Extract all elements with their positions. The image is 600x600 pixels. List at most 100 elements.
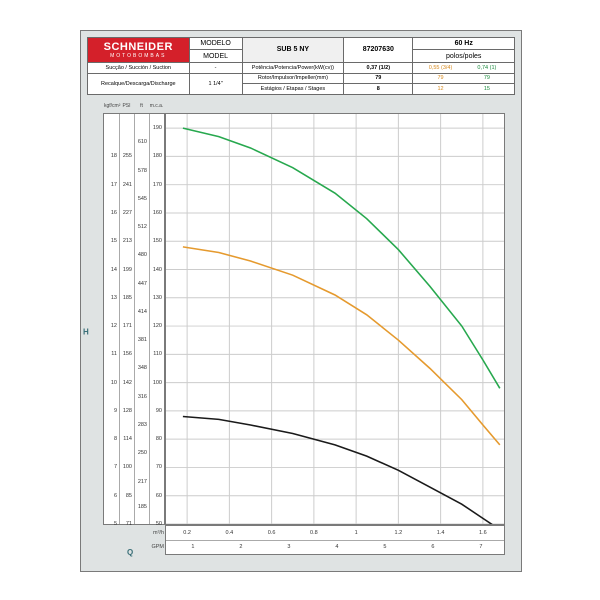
header-table: SCHNEIDER MOTOBOMBAS MODELO SUB 5 NY 872… [87, 37, 515, 95]
ytick: 610 [138, 139, 147, 145]
power-lbl: Potência/Potencia/Power(kW(cv)) [242, 62, 344, 73]
ytick: 71 [126, 521, 132, 527]
xtick: 1.2 [395, 530, 403, 536]
y-scale-m.c.a.: m.c.a. [149, 103, 164, 109]
brand-name: SCHNEIDER [104, 41, 173, 53]
ytick: 17 [111, 182, 117, 188]
ytick: 14 [111, 267, 117, 273]
xtick: 4 [335, 544, 338, 550]
ytick: 5 [114, 521, 117, 527]
ytick: 6 [114, 493, 117, 499]
xtick: 1.6 [479, 530, 487, 536]
ytick: 255 [123, 153, 132, 159]
ytick: 316 [138, 394, 147, 400]
stage: SCHNEIDER MOTOBOMBAS MODELO SUB 5 NY 872… [0, 0, 600, 600]
ytick: 447 [138, 281, 147, 287]
x-scale-GPM: GPM [136, 544, 164, 550]
ytick: 13 [111, 295, 117, 301]
ytick: 348 [138, 365, 147, 371]
ytick: 16 [111, 210, 117, 216]
ytick: 545 [138, 196, 147, 202]
s3: 15 [464, 86, 510, 92]
y-scale-ft: ft [134, 103, 149, 109]
ytick: 217 [138, 479, 147, 485]
ytick: 180 [153, 153, 162, 159]
xtick: 0.4 [226, 530, 234, 536]
xtick: 7 [479, 544, 482, 550]
ytick: 213 [123, 238, 132, 244]
ytick: 381 [138, 337, 147, 343]
datasheet: SCHNEIDER MOTOBOMBAS MODELO SUB 5 NY 872… [80, 30, 522, 572]
i1: 79 [344, 73, 413, 84]
ytick: 11 [111, 351, 117, 357]
ytick: 241 [123, 182, 132, 188]
p2: 0,55 (3/4) [417, 65, 463, 71]
ytick: 170 [153, 182, 162, 188]
ytick: 50 [156, 521, 162, 527]
ytick: 60 [156, 493, 162, 499]
code: 87207630 [344, 38, 413, 63]
xtick: 3 [287, 544, 290, 550]
p3: 0,74 (1) [464, 65, 510, 71]
ytick: 150 [153, 238, 162, 244]
ytick: 142 [123, 380, 132, 386]
impeller-lbl: Rotor/Impulsor/Impeller(mm) [242, 73, 344, 84]
x-axis-label: Q [127, 548, 133, 557]
xtick: 5 [383, 544, 386, 550]
stages-lbl: Estágios / Etapas / Stages [242, 84, 344, 95]
hdr-table: SCHNEIDER MOTOBOMBAS MODELO SUB 5 NY 872… [87, 37, 515, 95]
ytick: 160 [153, 210, 162, 216]
discharge-val: 1 1/4" [189, 73, 242, 94]
i2: 79 [417, 75, 463, 81]
ytick: 12 [111, 323, 117, 329]
ytick: 171 [123, 323, 132, 329]
brand-sub: MOTOBOMBAS [90, 53, 187, 59]
polos: polos/poles [413, 50, 515, 62]
xtick: 6 [431, 544, 434, 550]
chart-area: H Q kgf/cm²18171615141312111098765PSI255… [87, 101, 515, 563]
ytick: 85 [126, 493, 132, 499]
y-axis-label: H [83, 328, 89, 337]
ytick: 90 [156, 408, 162, 414]
ytick: 414 [138, 309, 147, 315]
ytick: 578 [138, 168, 147, 174]
ytick: 70 [156, 464, 162, 470]
suction-lbl: Sucção / Succión / Suction [88, 62, 190, 73]
ytick: 140 [153, 267, 162, 273]
ytick: 114 [123, 436, 132, 442]
y-scale-kgf/cm²: kgf/cm² [104, 103, 119, 109]
ytick: 199 [123, 267, 132, 273]
xtick: 1 [355, 530, 358, 536]
xtick: 2 [239, 544, 242, 550]
ytick: 120 [153, 323, 162, 329]
plot [165, 113, 505, 525]
ytick: 185 [138, 504, 147, 510]
ytick: 100 [123, 464, 132, 470]
ytick: 190 [153, 125, 162, 131]
ytick: 130 [153, 295, 162, 301]
i3: 79 [464, 75, 510, 81]
xtick: 1.4 [437, 530, 445, 536]
xtick: 0.2 [183, 530, 191, 536]
ytick: 250 [138, 450, 147, 456]
suction-val: - [189, 62, 242, 73]
x-row-m3h: m³/h0.20.40.60.811.21.41.6 [166, 526, 504, 541]
discharge-lbl: Recalque/Descarga/Discharge [88, 73, 190, 94]
ytick: 10 [111, 380, 117, 386]
xtick: 0.6 [268, 530, 276, 536]
brand-cell: SCHNEIDER MOTOBOMBAS [88, 38, 190, 63]
y-scale-PSI: PSI [119, 103, 134, 109]
ytick: 8 [114, 436, 117, 442]
xtick: 0.8 [310, 530, 318, 536]
s1: 8 [344, 84, 413, 95]
x-multiscale: m³/h0.20.40.60.811.21.41.6 GPM1234567 [165, 525, 505, 555]
x-row-gpm: GPM1234567 [166, 540, 504, 554]
ytick: 9 [114, 408, 117, 414]
model-value: SUB 5 NY [242, 38, 344, 63]
s2: 12 [417, 86, 463, 92]
ytick: 80 [156, 436, 162, 442]
hz: 60 Hz [413, 38, 515, 50]
ytick: 100 [153, 380, 162, 386]
ytick: 512 [138, 224, 147, 230]
model-label: MODEL [189, 50, 242, 62]
